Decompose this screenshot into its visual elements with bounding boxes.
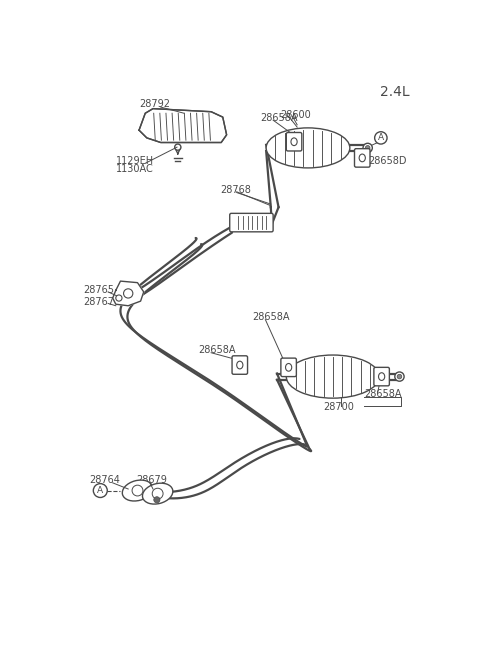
Text: 28658A: 28658A (260, 113, 298, 123)
Text: 28792: 28792 (139, 99, 170, 109)
Circle shape (363, 143, 372, 153)
FancyBboxPatch shape (230, 214, 273, 232)
Text: 28764: 28764 (89, 475, 120, 485)
Text: 28767: 28767 (83, 297, 114, 307)
FancyBboxPatch shape (281, 358, 296, 377)
Circle shape (395, 372, 404, 381)
Text: 28768: 28768 (220, 185, 252, 195)
Ellipse shape (379, 373, 385, 381)
Ellipse shape (143, 483, 173, 504)
Text: 1129EH: 1129EH (116, 156, 154, 166)
Circle shape (375, 132, 387, 144)
Text: 28658A: 28658A (198, 345, 236, 356)
Circle shape (93, 483, 107, 498)
Text: 28600: 28600 (280, 110, 311, 120)
Circle shape (397, 374, 402, 379)
Ellipse shape (122, 480, 153, 501)
Ellipse shape (291, 138, 297, 145)
Circle shape (116, 295, 122, 301)
Circle shape (152, 488, 163, 499)
Text: 28658A: 28658A (252, 312, 290, 322)
Text: A: A (97, 486, 103, 495)
Text: 28679: 28679 (136, 475, 167, 485)
Circle shape (132, 485, 143, 496)
FancyBboxPatch shape (374, 367, 389, 386)
Text: 28658A: 28658A (364, 388, 401, 398)
FancyBboxPatch shape (232, 356, 248, 374)
Text: 1130AC: 1130AC (116, 164, 154, 174)
Polygon shape (139, 109, 227, 143)
Text: 28765: 28765 (83, 286, 114, 295)
Ellipse shape (237, 361, 243, 369)
FancyBboxPatch shape (355, 149, 370, 167)
Circle shape (365, 145, 370, 150)
Ellipse shape (266, 128, 350, 168)
FancyBboxPatch shape (286, 132, 302, 151)
Ellipse shape (359, 154, 365, 162)
Text: 2.4L: 2.4L (380, 84, 409, 99)
Text: 28658D: 28658D (369, 156, 407, 166)
Ellipse shape (286, 364, 292, 371)
Text: A: A (378, 134, 384, 142)
Polygon shape (113, 281, 144, 306)
Circle shape (175, 144, 181, 150)
Circle shape (154, 496, 160, 503)
Text: 28700: 28700 (324, 402, 354, 413)
Ellipse shape (286, 355, 379, 398)
Circle shape (123, 289, 133, 298)
